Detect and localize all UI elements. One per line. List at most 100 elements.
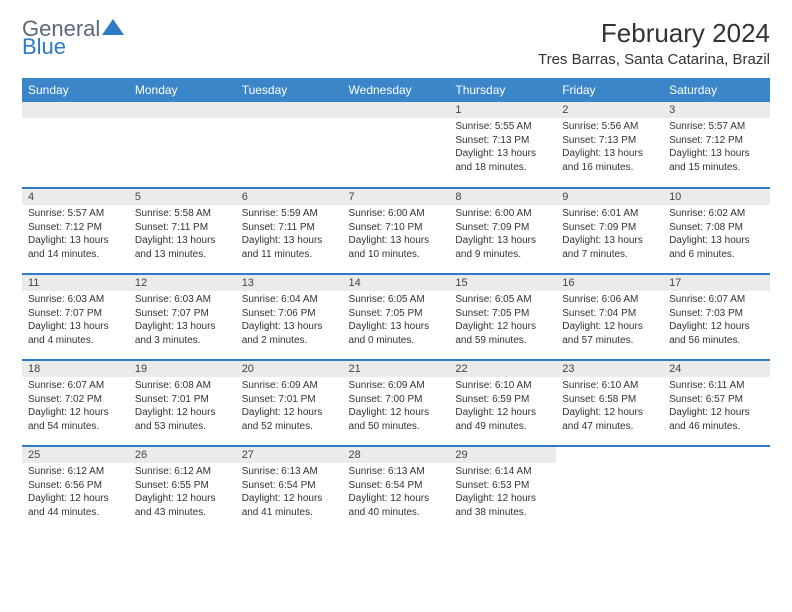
sunset-text: Sunset: 7:04 PM xyxy=(562,307,657,321)
logo: General Blue xyxy=(22,18,124,59)
sunrise-text: Sunrise: 6:00 AM xyxy=(349,207,444,221)
daylight-text: Daylight: 12 hours and 47 minutes. xyxy=(562,406,657,433)
daylight-text: Daylight: 13 hours and 13 minutes. xyxy=(135,234,230,261)
sunrise-text: Sunrise: 5:58 AM xyxy=(135,207,230,221)
sunrise-text: Sunrise: 6:03 AM xyxy=(135,293,230,307)
day-number: 7 xyxy=(343,189,450,205)
calendar-day-cell xyxy=(236,102,343,188)
location: Tres Barras, Santa Catarina, Brazil xyxy=(538,51,770,68)
day-number: 25 xyxy=(22,447,129,463)
sunset-text: Sunset: 6:58 PM xyxy=(562,393,657,407)
logo-blue: Blue xyxy=(22,34,66,59)
calendar-day-cell: 20Sunrise: 6:09 AMSunset: 7:01 PMDayligh… xyxy=(236,360,343,446)
sunrise-text: Sunrise: 6:14 AM xyxy=(455,465,550,479)
day-number: 3 xyxy=(663,102,770,118)
weekday-header: Sunday xyxy=(22,78,129,102)
day-content: Sunrise: 6:09 AMSunset: 7:00 PMDaylight:… xyxy=(343,377,450,437)
day-content: Sunrise: 6:00 AMSunset: 7:09 PMDaylight:… xyxy=(449,205,556,265)
day-number: 22 xyxy=(449,361,556,377)
calendar-day-cell: 26Sunrise: 6:12 AMSunset: 6:55 PMDayligh… xyxy=(129,446,236,532)
day-content: Sunrise: 6:05 AMSunset: 7:05 PMDaylight:… xyxy=(449,291,556,351)
weekday-header: Friday xyxy=(556,78,663,102)
day-content: Sunrise: 6:10 AMSunset: 6:58 PMDaylight:… xyxy=(556,377,663,437)
day-number: 28 xyxy=(343,447,450,463)
sunrise-text: Sunrise: 6:11 AM xyxy=(669,379,764,393)
daylight-text: Daylight: 12 hours and 59 minutes. xyxy=(455,320,550,347)
sunrise-text: Sunrise: 6:08 AM xyxy=(135,379,230,393)
sunrise-text: Sunrise: 5:57 AM xyxy=(669,120,764,134)
sunset-text: Sunset: 7:07 PM xyxy=(135,307,230,321)
title-block: February 2024 Tres Barras, Santa Catarin… xyxy=(538,18,770,68)
day-content: Sunrise: 6:10 AMSunset: 6:59 PMDaylight:… xyxy=(449,377,556,437)
day-content: Sunrise: 5:57 AMSunset: 7:12 PMDaylight:… xyxy=(22,205,129,265)
sunset-text: Sunset: 7:05 PM xyxy=(349,307,444,321)
calendar-day-cell: 8Sunrise: 6:00 AMSunset: 7:09 PMDaylight… xyxy=(449,188,556,274)
day-number: 17 xyxy=(663,275,770,291)
sunset-text: Sunset: 7:03 PM xyxy=(669,307,764,321)
daylight-text: Daylight: 12 hours and 46 minutes. xyxy=(669,406,764,433)
daylight-text: Daylight: 13 hours and 10 minutes. xyxy=(349,234,444,261)
day-content: Sunrise: 5:57 AMSunset: 7:12 PMDaylight:… xyxy=(663,118,770,178)
sunset-text: Sunset: 6:54 PM xyxy=(242,479,337,493)
day-number: 15 xyxy=(449,275,556,291)
calendar-day-cell xyxy=(129,102,236,188)
day-number xyxy=(22,102,129,118)
sunset-text: Sunset: 7:09 PM xyxy=(562,221,657,235)
sunset-text: Sunset: 7:06 PM xyxy=(242,307,337,321)
daylight-text: Daylight: 13 hours and 18 minutes. xyxy=(455,147,550,174)
sunset-text: Sunset: 6:53 PM xyxy=(455,479,550,493)
day-number: 27 xyxy=(236,447,343,463)
sunset-text: Sunset: 7:10 PM xyxy=(349,221,444,235)
calendar-day-cell: 17Sunrise: 6:07 AMSunset: 7:03 PMDayligh… xyxy=(663,274,770,360)
header: General Blue February 2024 Tres Barras, … xyxy=(22,18,770,68)
sunrise-text: Sunrise: 6:13 AM xyxy=(242,465,337,479)
calendar-week-row: 11Sunrise: 6:03 AMSunset: 7:07 PMDayligh… xyxy=(22,274,770,360)
daylight-text: Daylight: 12 hours and 38 minutes. xyxy=(455,492,550,519)
day-content: Sunrise: 6:02 AMSunset: 7:08 PMDaylight:… xyxy=(663,205,770,265)
calendar-week-row: 18Sunrise: 6:07 AMSunset: 7:02 PMDayligh… xyxy=(22,360,770,446)
daylight-text: Daylight: 12 hours and 49 minutes. xyxy=(455,406,550,433)
sunrise-text: Sunrise: 6:04 AM xyxy=(242,293,337,307)
calendar-day-cell xyxy=(343,102,450,188)
sunset-text: Sunset: 7:12 PM xyxy=(669,134,764,148)
day-content: Sunrise: 6:07 AMSunset: 7:03 PMDaylight:… xyxy=(663,291,770,351)
daylight-text: Daylight: 12 hours and 57 minutes. xyxy=(562,320,657,347)
sunset-text: Sunset: 7:07 PM xyxy=(28,307,123,321)
day-content: Sunrise: 6:03 AMSunset: 7:07 PMDaylight:… xyxy=(129,291,236,351)
day-number: 21 xyxy=(343,361,450,377)
daylight-text: Daylight: 13 hours and 4 minutes. xyxy=(28,320,123,347)
day-number: 19 xyxy=(129,361,236,377)
sunrise-text: Sunrise: 5:57 AM xyxy=(28,207,123,221)
calendar-day-cell: 7 Sunrise: 6:00 AMSunset: 7:10 PMDaylight… xyxy=(343,188,450,274)
sunrise-text: Sunrise: 6:02 AM xyxy=(669,207,764,221)
daylight-text: Daylight: 13 hours and 0 minutes. xyxy=(349,320,444,347)
day-content: Sunrise: 6:09 AMSunset: 7:01 PMDaylight:… xyxy=(236,377,343,437)
daylight-text: Daylight: 12 hours and 50 minutes. xyxy=(349,406,444,433)
calendar-day-cell: 16Sunrise: 6:06 AMSunset: 7:04 PMDayligh… xyxy=(556,274,663,360)
daylight-text: Daylight: 12 hours and 40 minutes. xyxy=(349,492,444,519)
sunset-text: Sunset: 7:13 PM xyxy=(455,134,550,148)
sunrise-text: Sunrise: 6:05 AM xyxy=(455,293,550,307)
calendar-day-cell xyxy=(22,102,129,188)
calendar-day-cell: 3Sunrise: 5:57 AMSunset: 7:12 PMDaylight… xyxy=(663,102,770,188)
daylight-text: Daylight: 12 hours and 52 minutes. xyxy=(242,406,337,433)
sunrise-text: Sunrise: 6:12 AM xyxy=(135,465,230,479)
sunset-text: Sunset: 7:11 PM xyxy=(135,221,230,235)
sunrise-text: Sunrise: 6:00 AM xyxy=(455,207,550,221)
daylight-text: Daylight: 12 hours and 53 minutes. xyxy=(135,406,230,433)
day-content: Sunrise: 6:14 AMSunset: 6:53 PMDaylight:… xyxy=(449,463,556,523)
calendar-day-cell: 13Sunrise: 6:04 AMSunset: 7:06 PMDayligh… xyxy=(236,274,343,360)
sunset-text: Sunset: 7:01 PM xyxy=(135,393,230,407)
day-number: 12 xyxy=(129,275,236,291)
sunset-text: Sunset: 7:00 PM xyxy=(349,393,444,407)
daylight-text: Daylight: 13 hours and 16 minutes. xyxy=(562,147,657,174)
month-title: February 2024 xyxy=(538,18,770,49)
sunset-text: Sunset: 6:55 PM xyxy=(135,479,230,493)
sunrise-text: Sunrise: 6:01 AM xyxy=(562,207,657,221)
daylight-text: Daylight: 13 hours and 6 minutes. xyxy=(669,234,764,261)
sunset-text: Sunset: 7:12 PM xyxy=(28,221,123,235)
day-number xyxy=(236,102,343,118)
daylight-text: Daylight: 13 hours and 14 minutes. xyxy=(28,234,123,261)
weekday-header-row: Sunday Monday Tuesday Wednesday Thursday… xyxy=(22,78,770,102)
sunrise-text: Sunrise: 6:03 AM xyxy=(28,293,123,307)
